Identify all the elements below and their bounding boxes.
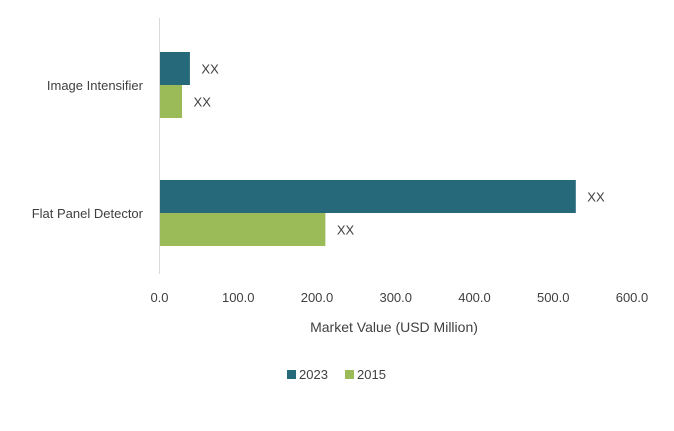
data-labels-group: XX XX XX XX: [194, 62, 605, 238]
x-tick-label: 0.0: [150, 290, 168, 305]
legend: 2023 2015: [287, 367, 386, 382]
bar-2015: [160, 213, 326, 246]
legend-swatch-2023: [287, 370, 296, 379]
x-tick-label: 500.0: [537, 290, 570, 305]
bar-2015: [160, 85, 183, 118]
data-label: XX: [194, 95, 212, 110]
x-tick-label: 100.0: [222, 290, 255, 305]
bar-2023: [160, 52, 190, 85]
category-labels-group: Image Intensifier Flat Panel Detector: [32, 78, 144, 221]
bar-2023: [160, 180, 576, 213]
category-label: Flat Panel Detector: [32, 206, 144, 221]
x-axis-title: Market Value (USD Million): [310, 319, 478, 335]
category-label: Image Intensifier: [47, 78, 144, 93]
data-label: XX: [587, 190, 605, 205]
x-tick-label: 400.0: [458, 290, 491, 305]
data-label: XX: [201, 62, 219, 77]
x-tick-labels-group: 0.0 100.0 200.0 300.0 400.0 500.0 600.0: [150, 290, 648, 305]
data-label: XX: [337, 223, 355, 238]
legend-label-2015: 2015: [357, 367, 386, 382]
x-tick-label: 300.0: [379, 290, 412, 305]
x-tick-label: 600.0: [616, 290, 649, 305]
legend-swatch-2015: [345, 370, 354, 379]
bars-group: [160, 52, 576, 246]
x-tick-label: 200.0: [301, 290, 334, 305]
legend-label-2023: 2023: [299, 367, 328, 382]
